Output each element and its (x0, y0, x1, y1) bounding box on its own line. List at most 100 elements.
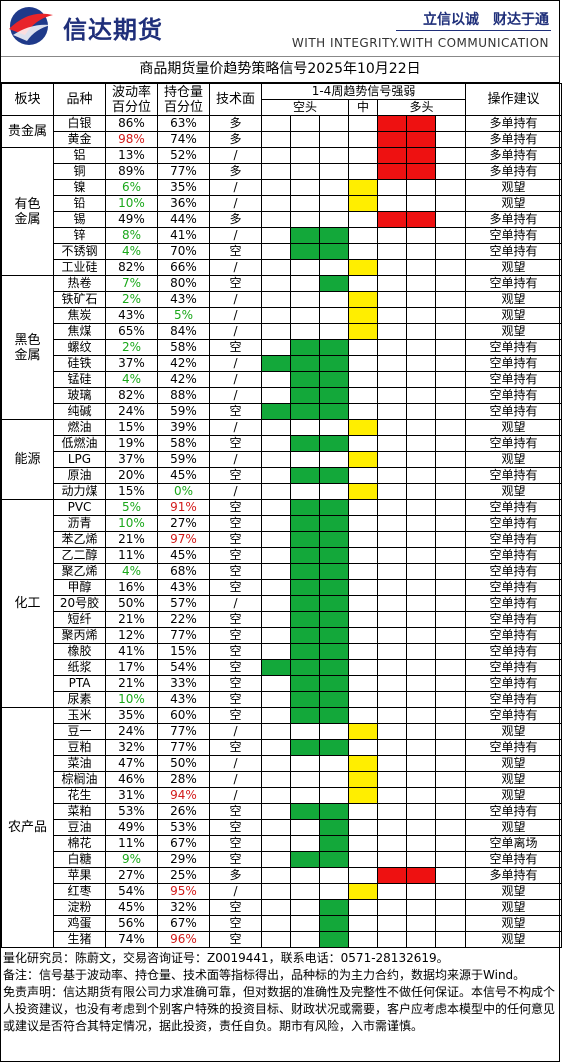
signal-cell (348, 611, 378, 628)
tech-cell: / (209, 307, 262, 324)
signal-cell (406, 803, 436, 820)
oi-pct-cell: 57% (157, 595, 210, 612)
signal-cell (406, 851, 436, 868)
signal-cell (406, 211, 436, 228)
tech-cell: / (209, 147, 262, 164)
variety-cell: 铝 (53, 147, 106, 164)
variety-cell: 乙二醇 (53, 547, 106, 564)
advice-cell: 多单持有 (465, 163, 562, 180)
oi-pct-cell: 59% (157, 451, 210, 468)
signal-cell (377, 627, 407, 644)
advice-cell: 空单持有 (465, 499, 562, 516)
advice-cell: 观望 (465, 915, 562, 932)
signal-cell (406, 691, 436, 708)
table-row: 橡胶 41% 15% 空 空单持有 (2, 643, 562, 660)
signal-cell (319, 403, 349, 420)
signal-cell (319, 163, 349, 180)
table-row: 纸浆 17% 54% 空 空单持有 (2, 659, 562, 676)
variety-cell: 苯乙烯 (53, 531, 106, 548)
advice-cell: 空单持有 (465, 563, 562, 580)
vol-pct-cell: 47% (105, 755, 158, 772)
signal-cell (406, 515, 436, 532)
table-row: 动力煤 15% 0% / 观望 (2, 483, 562, 500)
table-row: 白糖 9% 29% 空 空单持有 (2, 851, 562, 868)
tech-cell: 空 (209, 691, 262, 708)
signal-cell (434, 451, 467, 468)
vol-pct-cell: 15% (105, 419, 158, 436)
variety-cell: 燃油 (53, 419, 106, 436)
signal-cell (319, 131, 349, 148)
variety-cell: PVC (53, 499, 106, 516)
advice-cell: 空单离场 (465, 835, 562, 852)
vol-pct-cell: 27% (105, 867, 158, 884)
signal-cell (377, 227, 407, 244)
signal-cell (348, 787, 378, 804)
vol-pct-cell: 11% (105, 547, 158, 564)
table-row: 原油 20% 45% 空 空单持有 (2, 467, 562, 484)
tech-cell: 空 (209, 435, 262, 452)
vol-pct-cell: 45% (105, 899, 158, 916)
signal-cell (319, 179, 349, 196)
advice-cell: 观望 (465, 179, 562, 196)
variety-cell: 锌 (53, 227, 106, 244)
advice-cell: 观望 (465, 755, 562, 772)
signal-cell (290, 579, 320, 596)
vol-pct-cell: 13% (105, 147, 158, 164)
advice-cell: 观望 (465, 899, 562, 916)
signal-cell (319, 115, 349, 132)
brand-name: 信达期货 (63, 16, 163, 44)
vol-pct-cell: 65% (105, 323, 158, 340)
signal-cell (290, 627, 320, 644)
signal-cell (406, 115, 436, 132)
signal-cell (406, 915, 436, 932)
signal-cell (319, 723, 349, 740)
signal-cell (261, 659, 291, 676)
variety-cell: 豆油 (53, 819, 106, 836)
signal-cell (377, 323, 407, 340)
signal-cell (261, 691, 291, 708)
signal-cell (261, 451, 291, 468)
signal-cell (348, 131, 378, 148)
signal-cell (290, 227, 320, 244)
signal-cell (319, 547, 349, 564)
oi-pct-cell: 28% (157, 771, 210, 788)
advice-cell: 空单持有 (465, 595, 562, 612)
oi-pct-cell: 27% (157, 515, 210, 532)
table-row: 花生 31% 94% / 观望 (2, 787, 562, 804)
signal-cell (319, 659, 349, 676)
table-row: 锰硅 4% 42% / 空单持有 (2, 371, 562, 388)
signal-cell (434, 259, 467, 276)
signal-cell (348, 451, 378, 468)
signal-cell (406, 195, 436, 212)
signal-cell (290, 707, 320, 724)
signal-cell (434, 739, 467, 756)
tech-cell: 空 (209, 931, 262, 948)
signal-cell (406, 163, 436, 180)
table-row: 工业硅 82% 66% / 观望 (2, 259, 562, 276)
signal-cell (377, 483, 407, 500)
signal-cell (348, 627, 378, 644)
signal-cell (261, 771, 291, 788)
signal-cell (348, 419, 378, 436)
signal-cell (261, 899, 291, 916)
vol-pct-cell: 31% (105, 787, 158, 804)
signal-cell (434, 227, 467, 244)
oi-pct-cell: 77% (157, 739, 210, 756)
signal-cell (261, 787, 291, 804)
signal-cell (261, 163, 291, 180)
tech-cell: 空 (209, 339, 262, 356)
signal-cell (348, 195, 378, 212)
vol-pct-cell: 82% (105, 387, 158, 404)
tech-cell: 空 (209, 547, 262, 564)
advice-cell: 观望 (465, 883, 562, 900)
oi-pct-cell: 74% (157, 131, 210, 148)
signal-cell (290, 403, 320, 420)
advice-cell: 空单持有 (465, 403, 562, 420)
oi-pct-cell: 94% (157, 787, 210, 804)
variety-cell: 动力煤 (53, 483, 106, 500)
signal-cell (348, 883, 378, 900)
signal-cell (319, 515, 349, 532)
advice-cell: 空单持有 (465, 707, 562, 724)
signal-cell (319, 579, 349, 596)
signal-cell (406, 659, 436, 676)
